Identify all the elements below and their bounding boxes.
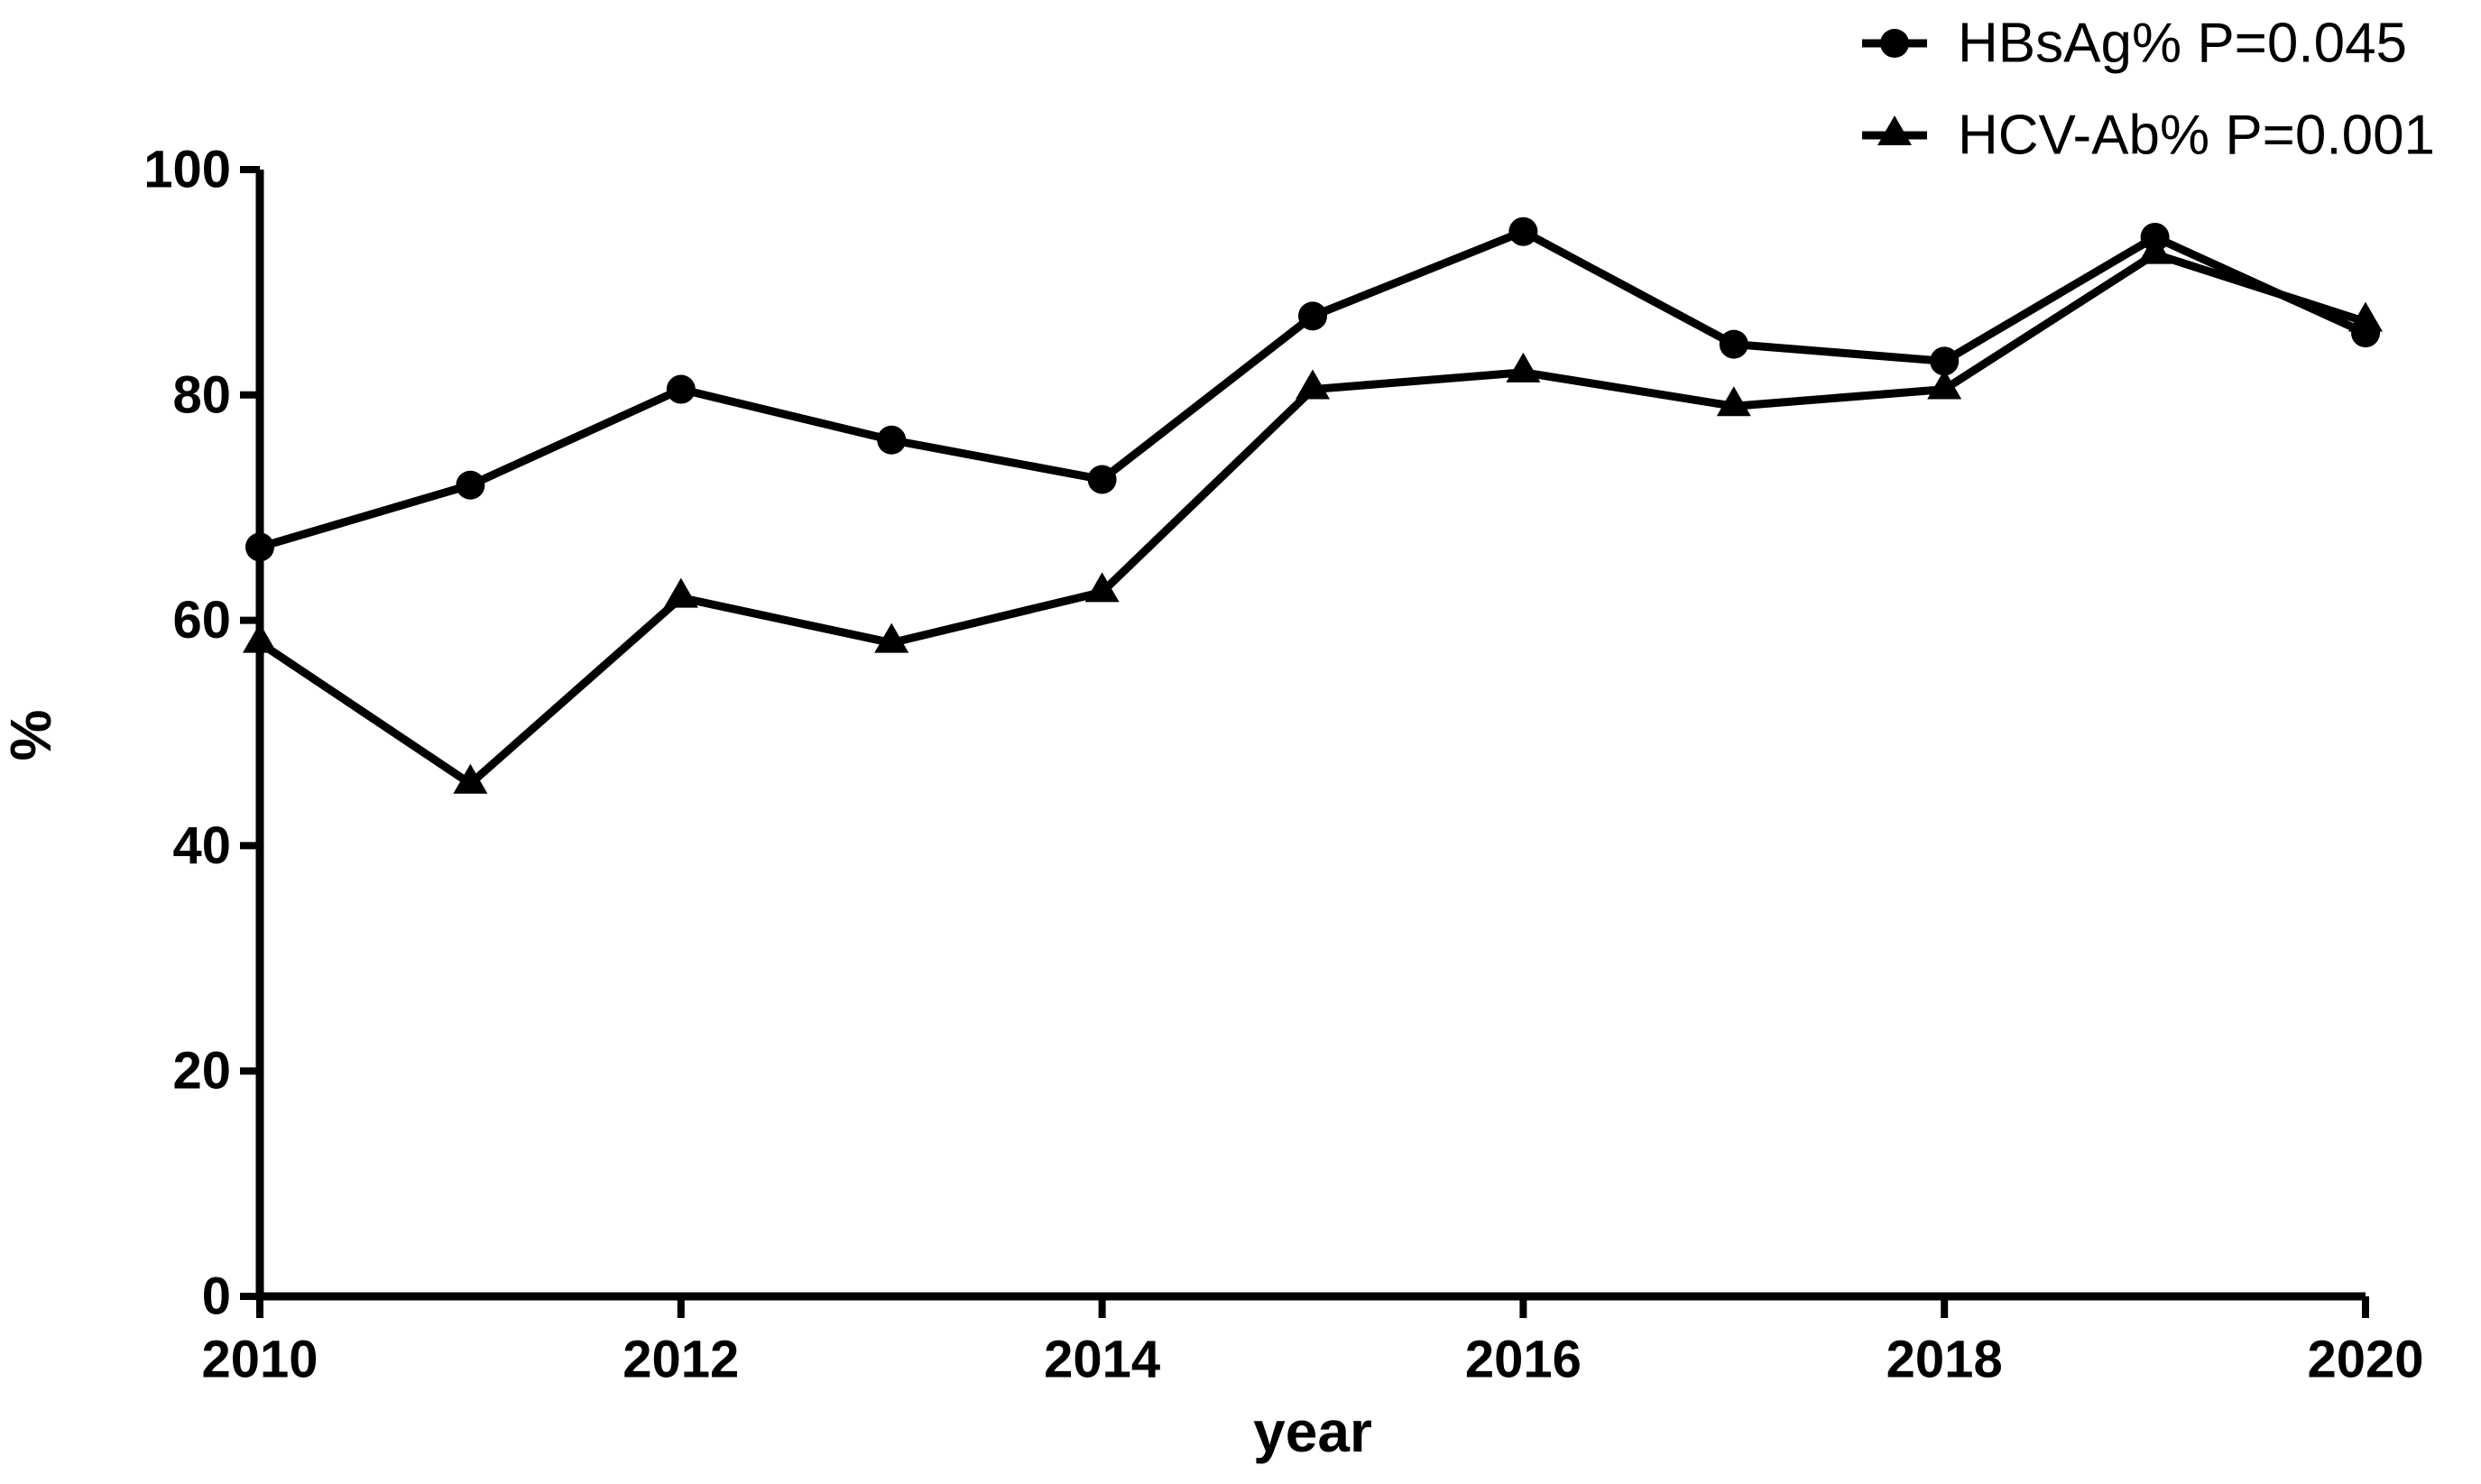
legend: HBsAg% P=0.045 HCV-Ab% P=0.001 <box>1862 13 2435 167</box>
data-point-triangle <box>1716 386 1751 417</box>
x-tick-label: 2010 <box>201 1331 318 1389</box>
axes: 0 20 40 60 80 100 2010 2012 2014 2016 2018 2020 <box>143 141 2423 1389</box>
data-point-circle <box>1930 346 1960 376</box>
x-tick-label: 2018 <box>1886 1331 2003 1389</box>
legend-item: HCV-Ab% P=0.001 <box>1862 105 2435 167</box>
data-point-circle <box>2351 318 2380 348</box>
y-tick-label: 0 <box>202 1267 231 1326</box>
legend-circle-marker <box>1880 29 1909 58</box>
data-point-circle <box>2140 222 2170 252</box>
x-tick-label: 2014 <box>1044 1331 1160 1389</box>
data-point-triangle <box>1506 352 1541 383</box>
data-point-triangle <box>874 622 909 653</box>
y-axis-title: % <box>0 710 63 761</box>
y-tick-label: 20 <box>172 1042 231 1101</box>
x-tick-label: 2012 <box>623 1331 739 1389</box>
data-point-triangle <box>1296 369 1330 400</box>
data-point-triangle <box>243 622 277 653</box>
data-point-circle <box>245 532 274 562</box>
y-tick-label: 80 <box>172 365 231 424</box>
data-point-circle <box>877 425 907 455</box>
series-line-triangle <box>257 249 2367 789</box>
data-point-triangle <box>663 577 698 608</box>
x-tick-label: 2016 <box>1465 1331 1582 1389</box>
data-point-triangle <box>1927 369 1962 400</box>
data-point-triangle <box>453 763 488 794</box>
x-axis-title: year <box>1253 1399 1372 1464</box>
data-point-circle <box>456 470 485 500</box>
data-point-triangle <box>1084 572 1120 603</box>
legend-item: HBsAg% P=0.045 <box>1862 13 2407 75</box>
data-point-circle <box>666 374 696 404</box>
series-triangle <box>243 234 2383 794</box>
legend-label: HBsAg% P=0.045 <box>1958 13 2407 75</box>
x-tick-label: 2020 <box>2307 1331 2423 1389</box>
y-tick-label: 100 <box>143 141 231 199</box>
data-point-circle <box>1298 301 1327 331</box>
data-point-circle <box>1719 329 1748 359</box>
data-point-circle <box>1508 217 1538 246</box>
series-circle <box>245 217 2380 562</box>
data-point-circle <box>1087 465 1117 494</box>
legend-label: HCV-Ab% P=0.001 <box>1958 105 2435 167</box>
legend-triangle-marker <box>1877 115 1912 145</box>
y-tick-label: 60 <box>172 591 231 650</box>
y-tick-label: 40 <box>172 816 231 875</box>
